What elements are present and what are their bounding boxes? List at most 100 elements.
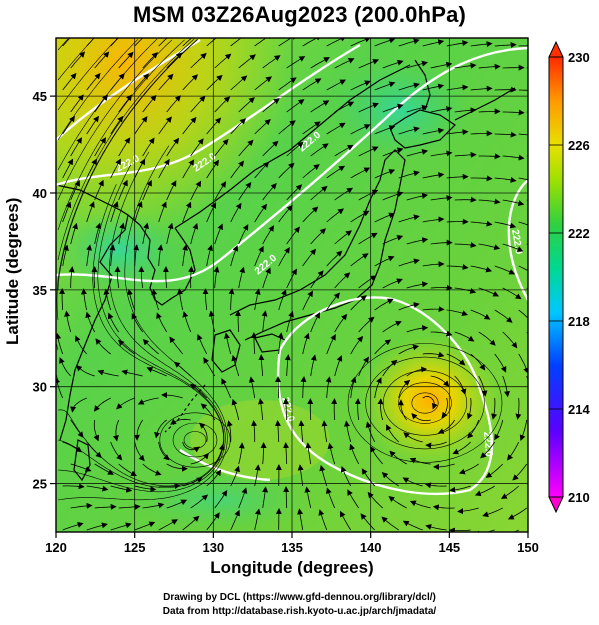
streamline-arrow bbox=[406, 366, 428, 377]
streamline-arrow bbox=[485, 463, 503, 478]
contour-north-3 bbox=[56, 46, 528, 283]
streamline-arrow bbox=[470, 175, 493, 182]
streamline-arrow bbox=[334, 313, 348, 333]
streamline-arrow bbox=[398, 344, 420, 355]
streamline-arrow bbox=[502, 109, 525, 116]
streamline-arrow bbox=[86, 72, 101, 91]
streamline-arrow bbox=[526, 243, 528, 245]
streamline-arrow bbox=[430, 106, 453, 113]
streamline-arrow bbox=[286, 141, 304, 157]
streamline-arrow bbox=[116, 397, 135, 410]
streamline-arrow bbox=[70, 179, 81, 201]
streamline-arrow bbox=[358, 58, 380, 69]
y-axis-label: Latitude (degrees) bbox=[3, 197, 22, 345]
streamline-arrow bbox=[197, 333, 208, 355]
x-tick-label: 145 bbox=[438, 540, 460, 555]
streamline-arrow bbox=[350, 335, 364, 355]
streamline-arrow bbox=[478, 153, 501, 160]
streamline-arrow bbox=[422, 351, 445, 358]
streamline bbox=[57, 39, 199, 291]
streamline-arrow bbox=[166, 463, 188, 472]
streamline-arrow bbox=[214, 96, 231, 113]
colorbar-tick-label: 214 bbox=[568, 402, 590, 417]
streamline-arrow bbox=[494, 42, 517, 49]
streamline-arrow bbox=[302, 164, 320, 179]
streamline-arrow bbox=[349, 443, 360, 465]
streamline-arrow bbox=[146, 367, 167, 377]
streamline-arrow bbox=[158, 116, 172, 135]
streamline-arrow bbox=[214, 53, 232, 69]
streamline-arrow bbox=[190, 494, 209, 509]
streamline-arrow bbox=[382, 320, 402, 333]
streamline-arrow bbox=[302, 78, 322, 91]
streamline-arrow bbox=[142, 179, 152, 201]
streamline-arrow bbox=[302, 206, 319, 223]
streamline-arrow bbox=[228, 288, 235, 310]
streamline-arrow bbox=[254, 288, 261, 311]
streamline-arrow bbox=[350, 167, 371, 179]
streamline-arrow bbox=[103, 288, 112, 311]
streamline-arrow bbox=[446, 173, 469, 180]
streamline-arrow bbox=[326, 122, 346, 135]
streamline-arrow bbox=[70, 137, 83, 157]
streamline-arrow bbox=[358, 275, 377, 289]
streamline-arrow bbox=[214, 489, 228, 509]
streamline-arrow bbox=[304, 486, 312, 509]
streamline-arrow bbox=[62, 483, 85, 490]
streamline-arrow bbox=[326, 334, 336, 355]
streamline-arrow bbox=[502, 375, 510, 398]
streamline-arrow bbox=[457, 507, 479, 515]
y-tick-label: 40 bbox=[33, 186, 47, 201]
streamline-arrow bbox=[382, 359, 398, 377]
streamline-arrow bbox=[94, 94, 108, 113]
streamline-arrow bbox=[262, 225, 275, 245]
streamline-arrow bbox=[446, 84, 469, 91]
streamline-arrow bbox=[449, 485, 471, 493]
streamline bbox=[57, 38, 195, 261]
streamline-arrow bbox=[182, 515, 200, 531]
streamline-arrow bbox=[406, 149, 429, 157]
streamline-arrow bbox=[507, 507, 527, 520]
streamline-arrow bbox=[274, 420, 281, 443]
streamline-arrow bbox=[382, 59, 404, 69]
streamline-arrow bbox=[158, 158, 170, 179]
streamline-arrow bbox=[214, 223, 223, 245]
streamline-arrow bbox=[134, 116, 148, 135]
streamline bbox=[57, 164, 225, 488]
streamline-arrow bbox=[374, 168, 396, 179]
circulation-ring bbox=[183, 431, 207, 449]
streamline-arrow bbox=[515, 397, 522, 420]
streamline-arrow bbox=[182, 159, 195, 179]
coastline-kuril bbox=[454, 87, 516, 121]
streamline-arrow bbox=[454, 331, 475, 342]
streamline-arrow bbox=[350, 376, 357, 399]
streamline-arrow bbox=[118, 179, 128, 201]
streamline-arrow bbox=[350, 38, 371, 47]
streamline-arrow bbox=[158, 73, 174, 91]
streamline-arrow bbox=[422, 39, 445, 47]
streamline-arrow bbox=[158, 519, 178, 531]
streamline-arrow bbox=[467, 419, 480, 439]
streamline-arrow bbox=[142, 137, 155, 157]
streamline-arrow bbox=[151, 288, 160, 311]
streamline-arrow bbox=[526, 199, 528, 201]
streamline-arrow bbox=[518, 221, 528, 226]
streamline-arrow bbox=[343, 420, 352, 443]
circulation-ring bbox=[382, 370, 468, 436]
streamline-arrow bbox=[286, 226, 301, 245]
streamline-arrow bbox=[500, 485, 519, 499]
streamline-arrow bbox=[94, 51, 110, 69]
streamline-arrow bbox=[502, 331, 518, 349]
streamline-arrow bbox=[446, 264, 469, 270]
streamline bbox=[57, 38, 158, 171]
streamline-arrow bbox=[107, 312, 120, 333]
streamline-arrow bbox=[262, 183, 277, 201]
streamline-arrow bbox=[250, 332, 257, 355]
coastline-japan-honshu bbox=[229, 149, 406, 341]
streamline-arrow bbox=[158, 201, 167, 223]
streamline-arrow bbox=[518, 265, 528, 272]
streamline-arrow bbox=[519, 419, 528, 442]
streamline-arrow bbox=[70, 397, 87, 413]
streamline-arrow bbox=[64, 310, 72, 333]
streamline-arrow bbox=[374, 255, 395, 267]
